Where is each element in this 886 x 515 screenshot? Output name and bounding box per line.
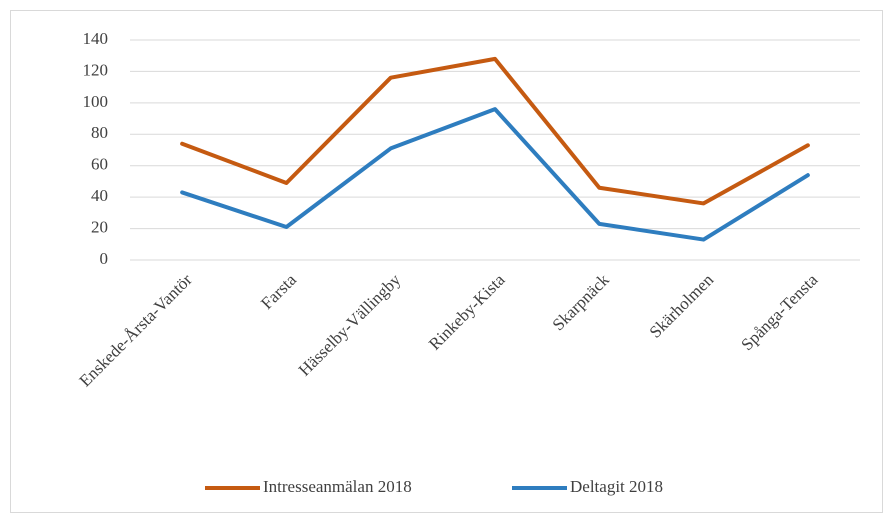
y-tick-label: 100: [83, 92, 109, 111]
y-tick-label: 60: [91, 155, 108, 174]
y-tick-label: 80: [91, 123, 108, 142]
series-line: [180, 107, 810, 242]
y-tick-label: 140: [83, 29, 109, 48]
legend-label: Deltagit 2018: [570, 477, 663, 496]
y-tick-label: 120: [83, 60, 109, 79]
chart-border: [10, 10, 883, 513]
y-tick-label: 20: [91, 217, 108, 236]
y-tick-label: 40: [91, 186, 108, 205]
series-line: [180, 56, 810, 206]
y-tick-label: 0: [100, 249, 109, 268]
legend-label: Intresseanmälan 2018: [263, 477, 412, 496]
